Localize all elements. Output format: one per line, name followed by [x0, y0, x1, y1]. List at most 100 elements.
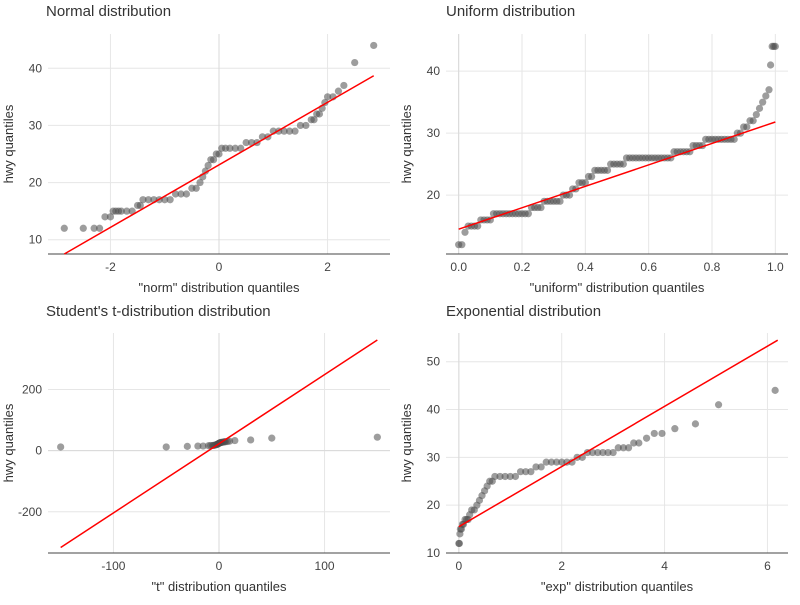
x-tick-label: -100: [101, 559, 125, 573]
data-point: [268, 434, 276, 442]
data-point: [588, 448, 597, 457]
data-point: [177, 190, 185, 198]
data-points: [60, 41, 378, 232]
data-point: [183, 442, 191, 450]
data-point: [516, 468, 525, 476]
data-point: [642, 434, 651, 442]
data-point: [373, 433, 381, 441]
data-point: [671, 425, 679, 433]
y-tick-label: 30: [427, 450, 441, 464]
data-point: [619, 444, 628, 452]
y-tick-label: 20: [29, 176, 43, 190]
data-point: [762, 92, 770, 100]
data-point: [658, 429, 666, 438]
y-axis-label: hwy quantiles: [399, 104, 414, 183]
data-point: [315, 110, 324, 118]
data-point: [237, 144, 245, 152]
data-point: [630, 439, 638, 447]
data-point: [609, 448, 617, 457]
x-tick-label: 0: [216, 559, 223, 573]
reference-line: [63, 75, 375, 255]
qq-panel-4: 0 2 4 6 10 20 30 40 50 Exponential distribution "e…: [399, 303, 788, 594]
y-tick-label: 30: [29, 118, 43, 132]
data-point: [171, 190, 180, 198]
tick-labels: -100 0 100 -200 0 200: [18, 383, 335, 573]
data-point: [280, 127, 288, 135]
data-point: [351, 58, 359, 67]
data-point: [310, 116, 318, 124]
x-tick-label: 0.8: [704, 260, 721, 274]
y-tick-label: 20: [427, 188, 441, 202]
data-point: [166, 196, 174, 204]
data-point: [302, 121, 310, 130]
data-point: [771, 42, 779, 50]
data-point: [491, 472, 499, 481]
x-tick-label: 100: [315, 559, 335, 573]
y-tick-label: 200: [22, 383, 42, 397]
x-tick-label: 4: [661, 559, 668, 573]
data-point: [57, 443, 65, 451]
y-tick-label: 40: [427, 64, 441, 78]
data-point: [765, 86, 773, 94]
chart-title: Normal distribution: [46, 3, 171, 20]
data-point: [199, 442, 207, 450]
data-point: [474, 222, 482, 230]
qq-panel-3: -100 0 100 -200 0 200 Student's t-distribution…: [1, 303, 390, 594]
data-point: [556, 197, 564, 205]
data-point: [225, 437, 234, 445]
data-point: [501, 472, 509, 481]
data-point: [285, 127, 294, 135]
data-point: [60, 224, 68, 232]
data-point: [552, 458, 561, 466]
reference-line: [458, 339, 779, 528]
data-point: [542, 458, 550, 466]
y-tick-label: 0: [35, 444, 42, 458]
data-point: [743, 123, 751, 131]
y-axis-label: hwy quantiles: [1, 403, 16, 482]
data-point: [594, 448, 602, 457]
data-point: [537, 203, 545, 212]
tick-labels: 0 2 4 6 10 20 30 40 50: [427, 355, 771, 573]
data-point: [196, 178, 204, 187]
data-point: [547, 458, 556, 466]
data-point: [604, 448, 612, 457]
data-point: [79, 224, 87, 232]
data-point: [599, 448, 607, 457]
data-point: [749, 117, 757, 125]
data-point: [458, 241, 466, 249]
chart-title: Uniform distribution: [446, 3, 575, 20]
data-point: [496, 472, 504, 481]
y-tick-label: 40: [29, 61, 43, 75]
x-tick-label: 0.4: [577, 260, 594, 274]
y-tick-label: 40: [427, 403, 441, 417]
data-point: [603, 166, 612, 174]
data-point: [215, 150, 223, 158]
data-point: [340, 81, 348, 90]
data-point: [759, 98, 767, 106]
data-point: [323, 93, 332, 101]
data-point: [455, 539, 463, 548]
data-point: [752, 110, 760, 119]
data-point: [247, 436, 255, 444]
data-point: [588, 172, 596, 181]
reference-line: [458, 121, 776, 230]
data-point: [226, 144, 234, 152]
gridlines: [446, 34, 788, 254]
data-point: [755, 104, 764, 112]
data-point: [524, 210, 532, 218]
qq-panel-1: -2 0 2 10 20 30 40 Normal distribution "norm" di…: [1, 3, 390, 295]
data-point: [714, 401, 723, 409]
data-point: [730, 135, 738, 143]
data-point: [527, 468, 535, 476]
y-tick-label: 30: [427, 126, 441, 140]
data-point: [136, 201, 144, 210]
x-axis-label: "exp" distribution quantiles: [541, 579, 694, 594]
y-axis-label: hwy quantiles: [1, 104, 16, 183]
x-tick-label: -2: [105, 260, 116, 274]
reference-line: [60, 339, 378, 549]
data-point: [565, 191, 574, 199]
data-point: [182, 190, 191, 198]
data-point: [90, 224, 98, 232]
x-tick-label: 2: [324, 260, 331, 274]
